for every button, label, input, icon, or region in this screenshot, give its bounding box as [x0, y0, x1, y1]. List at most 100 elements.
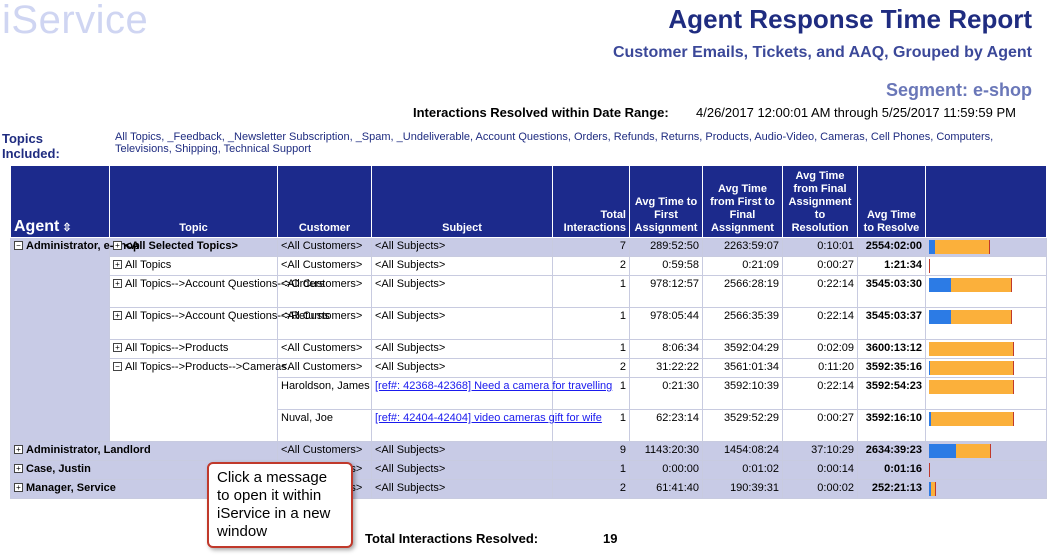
expand-icon[interactable]: +	[113, 279, 122, 288]
bar-first-assignment	[929, 482, 931, 496]
subject-cell: <All Subjects>	[371, 307, 553, 340]
expand-icon[interactable]: +	[113, 241, 122, 250]
total-cell: 1	[552, 307, 630, 340]
column-topic: Topic	[109, 165, 278, 238]
message-link[interactable]: [ref#: 42404-42404] video cameras gift f…	[375, 412, 602, 424]
date-range-value: 4/26/2017 12:00:01 AM through 5/25/2017 …	[696, 105, 1016, 120]
avg-resolve-cell: 3600:13:12	[857, 339, 926, 359]
callout-tooltip: Click a message to open it within iServi…	[207, 462, 353, 548]
expand-icon[interactable]: +	[113, 343, 122, 352]
agent-name-cell: + Administrator, Landlord	[10, 441, 278, 461]
avg-final-res-cell: 0:22:14	[782, 377, 858, 410]
avg-resolve-cell: 3592:16:10	[857, 409, 926, 442]
avg-first-final-cell: 2566:28:19	[702, 275, 783, 308]
avg-resolve-cell: 2634:39:23	[857, 441, 926, 461]
total-cell: 2	[552, 479, 630, 499]
total-cell: 7	[552, 237, 630, 257]
avg-first-final-cell: 1454:08:24	[702, 441, 783, 461]
table-row: + All Topics-->Account Questions-->Return…	[11, 307, 1047, 340]
avg-final-res-cell: 0:00:27	[782, 256, 858, 276]
topic-cell: + <All Selected Topics>	[109, 237, 278, 257]
avg-first-cell: 1143:20:30	[629, 441, 703, 461]
collapse-icon[interactable]: −	[14, 241, 23, 250]
bar-cell	[925, 441, 1047, 461]
bar-first-to-final	[929, 463, 930, 477]
bar-first-to-final	[951, 278, 1012, 292]
avg-first-final-cell: 3592:04:29	[702, 339, 783, 359]
report-title: Agent Response Time Report	[668, 4, 1032, 34]
segment-label: Segment: e-shop	[885, 80, 1032, 100]
subject-cell: <All Subjects>	[371, 441, 553, 461]
bar-first-to-final	[929, 380, 1014, 394]
report-subtitle: Customer Emails, Tickets, and AAQ, Group…	[612, 44, 1032, 61]
avg-final-res-cell: 37:10:29	[782, 441, 858, 461]
avg-first-cell: 289:52:50	[629, 237, 703, 257]
avg-first-final-cell: 2263:59:07	[702, 237, 783, 257]
bar-cell	[925, 307, 1047, 340]
total-cell: 9	[552, 441, 630, 461]
subject-cell: <All Subjects>	[371, 479, 553, 499]
subject-cell: <All Subjects>	[371, 256, 553, 276]
avg-first-cell: 62:23:14	[629, 409, 703, 442]
avg-final-res-cell: 0:10:01	[782, 237, 858, 257]
bar-cell	[925, 409, 1047, 442]
topic-cell: + All Topics-->Account Questions-->Orders	[109, 275, 325, 308]
total-cell: 2	[552, 358, 630, 378]
table-row: Nuval, Joe [ref#: 42404-42404] video cam…	[11, 409, 1047, 442]
avg-first-final-cell: 3592:10:39	[702, 377, 783, 410]
subject-cell: [ref#: 42368-42368] Need a camera for tr…	[371, 377, 612, 410]
table-row: Haroldson, James [ref#: 42368-42368] Nee…	[11, 377, 1047, 410]
avg-first-cell: 8:06:34	[629, 339, 703, 359]
report-table: Agent ⇳ Topic Customer Subject Total Inte…	[10, 165, 1047, 499]
date-range-label: Interactions Resolved within Date Range:	[413, 105, 669, 120]
table-row: − Administrator, e-shop + <All Selected To…	[10, 237, 1047, 442]
bar-cell	[925, 275, 1047, 308]
bar-first-assignment	[929, 240, 935, 254]
expand-icon[interactable]: +	[113, 260, 122, 269]
avg-first-cell: 0:59:58	[629, 256, 703, 276]
total-cell: 1	[552, 460, 630, 480]
avg-final-res-cell: 0:22:14	[782, 307, 858, 340]
avg-first-final-cell: 0:21:09	[702, 256, 783, 276]
avg-final-res-cell: 0:11:20	[782, 358, 858, 378]
bar-first-assignment	[929, 412, 931, 426]
agent-cell: − Administrator, e-shop	[10, 237, 140, 442]
table-row: − All Topics-->Products-->Cameras <All Cu…	[11, 358, 1047, 442]
expand-icon[interactable]: +	[14, 483, 23, 492]
message-link[interactable]: [ref#: 42368-42368] Need a camera for tr…	[375, 380, 613, 392]
collapse-icon[interactable]: −	[113, 362, 122, 371]
avg-final-res-cell: 0:02:09	[782, 339, 858, 359]
subject-cell: [ref#: 42404-42404] video cameras gift f…	[371, 409, 602, 442]
avg-final-res-cell: 0:00:14	[782, 460, 858, 480]
expand-icon[interactable]: +	[14, 464, 23, 473]
agent-row: +Manager, Service <All Customers> <All S…	[10, 479, 1047, 499]
total-interactions-label: Total Interactions Resolved:	[365, 531, 539, 546]
customer-cell: <All Customers>	[277, 237, 372, 257]
bar-first-assignment	[929, 310, 951, 324]
avg-first-cell: 0:00:00	[629, 460, 703, 480]
expand-icon[interactable]: +	[14, 445, 23, 454]
avg-resolve-cell: 3592:35:16	[857, 358, 926, 378]
customer-cell: <All Customers>	[277, 307, 372, 340]
avg-resolve-cell: 1:21:34	[857, 256, 926, 276]
column-avg-first-final: Avg Time from First to Final Assignment	[702, 165, 783, 238]
total-cell: 1	[552, 275, 630, 308]
avg-first-cell: 978:12:57	[629, 275, 703, 308]
sort-icon[interactable]: ⇳	[62, 222, 72, 234]
bar-first-to-final	[930, 361, 1014, 375]
avg-resolve-cell: 0:01:16	[857, 460, 926, 480]
column-agent[interactable]: Agent ⇳	[10, 165, 110, 238]
bar-cell	[925, 256, 1047, 276]
column-avg-first: Avg Time to First Assignment	[629, 165, 703, 238]
avg-final-res-cell: 0:00:02	[782, 479, 858, 499]
avg-first-final-cell: 190:39:31	[702, 479, 783, 499]
bar-cell	[925, 358, 1047, 378]
expand-icon[interactable]: +	[113, 311, 122, 320]
total-cell: 2	[552, 256, 630, 276]
customer-cell: <All Customers>	[277, 358, 372, 378]
bar-first-assignment	[929, 278, 951, 292]
avg-resolve-cell: 3592:54:23	[857, 377, 926, 410]
bar-cell	[925, 237, 1047, 257]
avg-resolve-cell: 3545:03:30	[857, 275, 926, 308]
table-row: + All Topics-->Products <All Customers> <…	[11, 339, 1047, 359]
